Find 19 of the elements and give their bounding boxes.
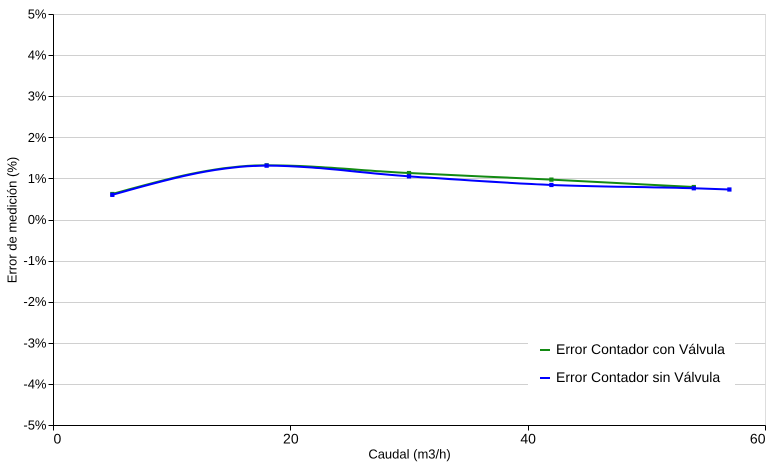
x-tick-label: 20	[283, 430, 299, 446]
y-tick-label: -1%	[23, 253, 47, 268]
x-axis-title: Caudal (m3/h)	[368, 446, 451, 462]
y-tick-label: 5%	[28, 6, 47, 22]
y-tick-label: -5%	[23, 418, 47, 432]
y-tick-label: 0%	[28, 212, 47, 227]
x-tick-label: 40	[520, 430, 536, 446]
y-axis-title: Error de medición (%)	[4, 156, 20, 284]
legend-label: Error Contador con Válvula	[556, 341, 726, 357]
legend-label: Error Contador sin Válvula	[556, 369, 720, 385]
x-tick-label: 60	[750, 430, 766, 446]
y-tick-label: 2%	[28, 130, 47, 145]
y-tick-label: -2%	[23, 294, 47, 310]
x-tick-label: 0	[54, 430, 62, 446]
y-tick-label: 3%	[28, 88, 47, 104]
y-tick-label: 1%	[28, 170, 47, 186]
y-tick-label: -4%	[23, 376, 47, 392]
y-tick-label: 4%	[28, 48, 47, 63]
y-tick-label: -3%	[23, 335, 47, 350]
